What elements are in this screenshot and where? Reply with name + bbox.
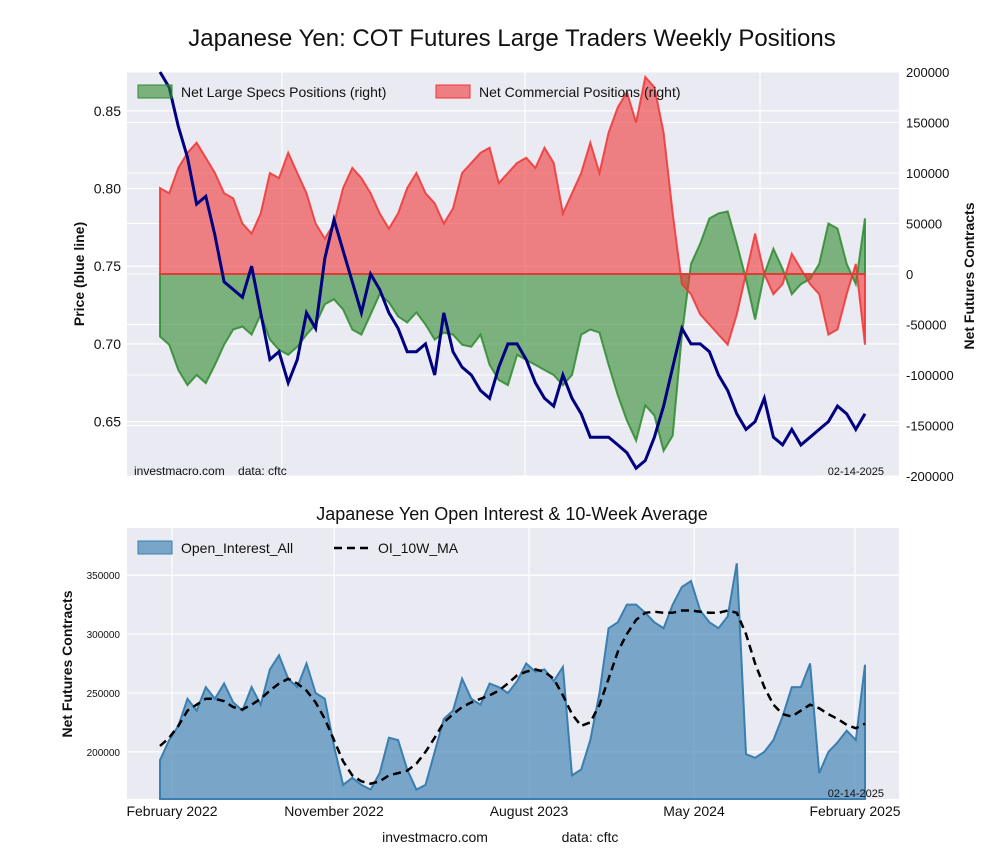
y-tick-left: 0.85 (94, 103, 121, 119)
legend-swatch-specs (137, 84, 173, 99)
main-title: Japanese Yen: COT Futures Large Traders … (188, 25, 835, 52)
watermark-top: investmacro.com data: cftc (134, 464, 287, 478)
commercial-area (159, 74, 866, 347)
y-tick-right: 200000 (906, 65, 949, 80)
y-tick-bottom: 350000 (87, 571, 121, 582)
x-tick-label: November 2022 (284, 803, 384, 819)
y-tick-right: -150000 (906, 419, 954, 434)
y-axis-bottom-label: Net Futures Contracts (59, 590, 75, 737)
x-tick-label: May 2024 (663, 803, 725, 819)
legend-swatch-commercial (435, 84, 471, 99)
y-tick-left: 0.80 (94, 181, 121, 197)
date-label-bottom: 02-14-2025 (828, 788, 884, 800)
footer-source: data: cftc (562, 829, 619, 845)
price-line (158, 71, 867, 471)
specs-area (159, 210, 866, 454)
y-tick-bottom: 250000 (87, 689, 121, 700)
date-label-top: 02-14-2025 (828, 466, 884, 478)
price-positions-chart: 0.65 0.70 0.75 0.80 0.85 200000 150000 100000 5… (71, 65, 977, 484)
open-interest-area (159, 563, 866, 800)
y-tick-right: 150000 (906, 116, 949, 131)
legend-label-commercial: Net Commercial Positions (right) (479, 84, 681, 100)
y-tick-left: 0.65 (94, 414, 121, 430)
y-tick-left: 0.75 (94, 258, 121, 274)
y-tick-right: -200000 (906, 469, 954, 484)
y-axis-right-label: Net Futures Contracts (961, 202, 977, 349)
legend-label-specs: Net Large Specs Positions (right) (181, 84, 386, 100)
x-axis-bottom: February 2022 November 2022 August 2023 May… (126, 803, 900, 819)
y-tick-right: 100000 (906, 166, 949, 181)
legend-bottom: Open_Interest_All OI_10W_MA (137, 540, 459, 556)
y-tick-right: -50000 (906, 318, 946, 333)
x-tick-label: February 2022 (126, 803, 217, 819)
open-interest-chart: Japanese Yen Open Interest & 10-Week Ave… (59, 504, 901, 819)
y-axis-left: 0.65 0.70 0.75 0.80 0.85 (94, 103, 121, 430)
legend-top: Net Large Specs Positions (right) Net Co… (137, 84, 681, 100)
y-axis-left-label: Price (blue line) (71, 222, 87, 326)
legend-swatch-open-interest (137, 540, 173, 555)
y-tick-bottom: 300000 (87, 630, 121, 641)
moving-average-line (159, 609, 866, 785)
x-tick-label: August 2023 (490, 803, 569, 819)
y-tick-right: 0 (906, 267, 913, 282)
open-interest-title: Japanese Yen Open Interest & 10-Week Ave… (316, 504, 708, 524)
legend-label-moving-average: OI_10W_MA (378, 540, 459, 556)
legend-label-open-interest: Open_Interest_All (181, 540, 293, 556)
x-tick-label: February 2025 (809, 803, 900, 819)
footer-site: investmacro.com (382, 829, 488, 845)
y-tick-left: 0.70 (94, 336, 121, 352)
y-axis-bottom: 200000 250000 300000 350000 (87, 571, 121, 759)
y-tick-right: -100000 (906, 368, 954, 383)
y-axis-right: 200000 150000 100000 50000 0 -50000 -100000 -15… (906, 65, 954, 484)
y-tick-bottom: 200000 (87, 748, 121, 759)
y-tick-right: 50000 (906, 217, 942, 232)
